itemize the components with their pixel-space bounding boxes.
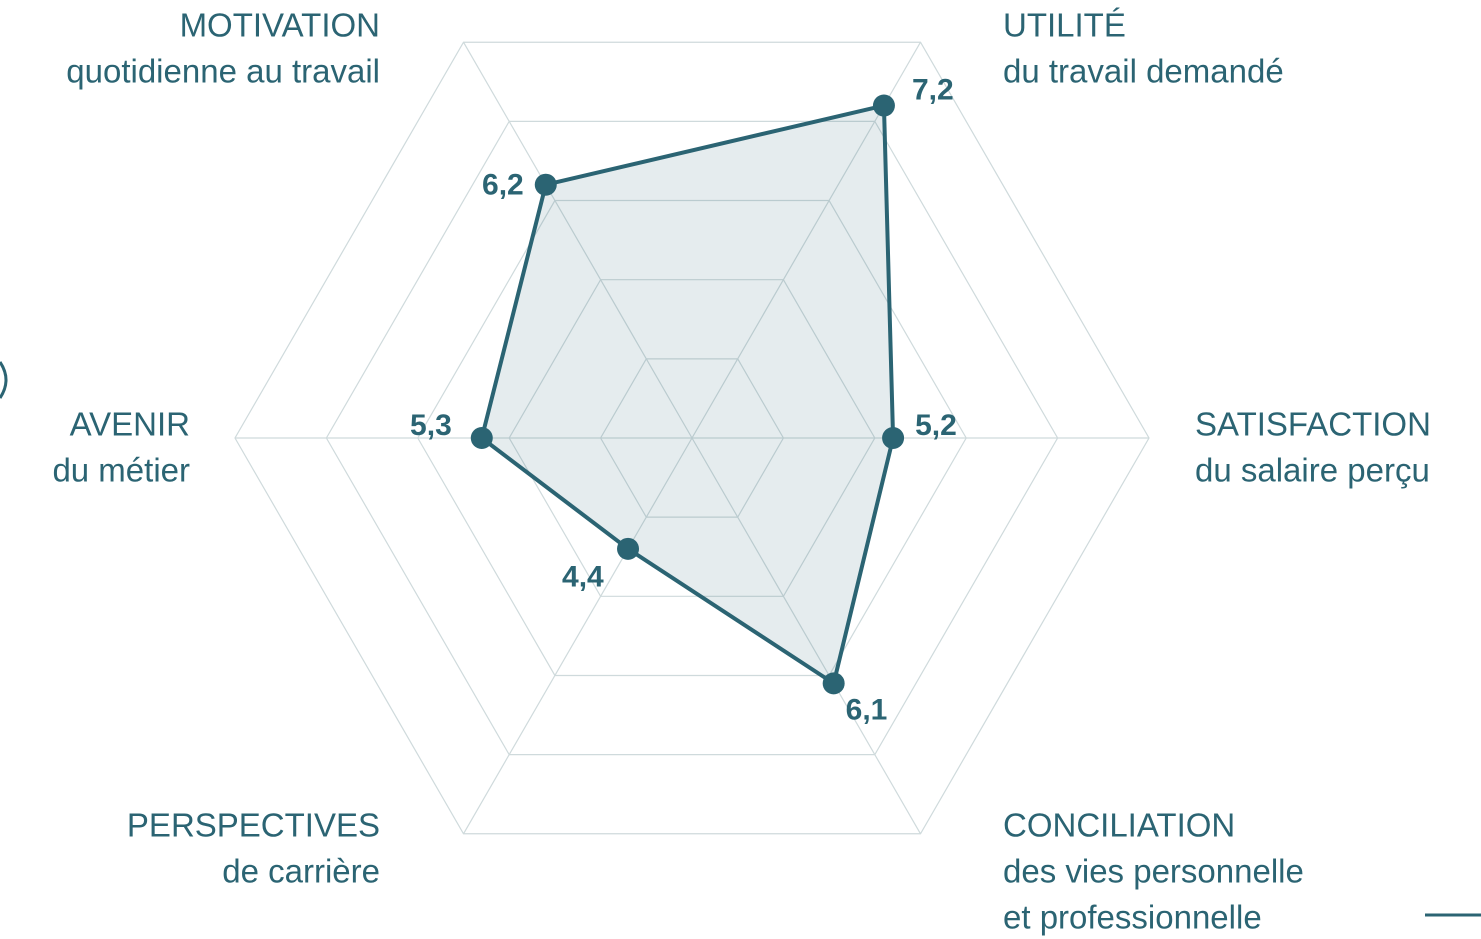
category-subtitle: du salaire perçu bbox=[1195, 452, 1430, 489]
category-label: SATISFACTION bbox=[1195, 406, 1431, 443]
category-subtitle: du métier bbox=[52, 452, 190, 489]
category-label: UTILITÉ bbox=[1003, 7, 1126, 44]
axis-line bbox=[462, 41, 693, 439]
data-point bbox=[617, 537, 640, 560]
value-label: 5,2 bbox=[915, 409, 957, 442]
data-point bbox=[822, 672, 845, 695]
data-point bbox=[882, 427, 905, 449]
category-label: MOTIVATION bbox=[180, 7, 380, 44]
value-label: 5,3 bbox=[410, 409, 452, 442]
value-label: 6,1 bbox=[846, 693, 888, 726]
category-subtitle: du travail demandé bbox=[1003, 53, 1284, 90]
decoration bbox=[0, 361, 8, 399]
value-label: 4,4 bbox=[562, 561, 604, 594]
data-point bbox=[872, 94, 895, 117]
category-subtitle: et professionnelle bbox=[1003, 899, 1262, 936]
value-label: 7,2 bbox=[912, 73, 954, 106]
category-label: CONCILIATION bbox=[1003, 807, 1235, 844]
category-subtitle: quotidienne au travail bbox=[66, 53, 380, 90]
value-label: 6,2 bbox=[482, 169, 524, 202]
data-point bbox=[470, 427, 493, 449]
category-label: PERSPECTIVES bbox=[127, 807, 380, 844]
axis-line bbox=[691, 437, 922, 835]
category-subtitle: des vies personnelle bbox=[1003, 853, 1304, 890]
category-label: AVENIR bbox=[70, 406, 190, 443]
category-subtitle: de carrière bbox=[222, 853, 380, 890]
axis-line bbox=[462, 437, 693, 835]
data-point bbox=[534, 173, 557, 196]
